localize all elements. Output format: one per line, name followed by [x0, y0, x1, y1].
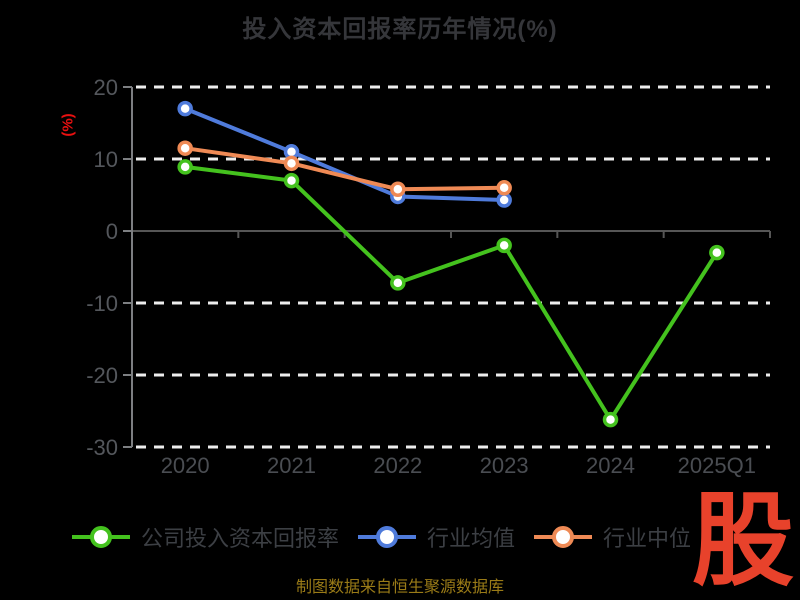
- chart-plot-area: 20 10 0 -10 -20 -30 2020 2021 2022 2023 2024 2025Q1: [86, 75, 771, 478]
- line-marker-icon: [534, 526, 593, 548]
- svg-text:-10: -10: [86, 291, 118, 316]
- legend-label-company: 公司投入资本回报率: [141, 526, 340, 551]
- svg-text:2023: 2023: [480, 453, 529, 478]
- stock-site-watermark-logo: 股: [692, 484, 794, 598]
- legend-item-industry-median[interactable]: 行业中位: [534, 521, 691, 553]
- line-marker-icon: [72, 526, 130, 548]
- legend-item-industry-mean[interactable]: 行业均值: [358, 521, 515, 553]
- legend-label-industry-median: 行业中位: [603, 526, 692, 551]
- chart-title: 投入资本回报率历年情况(%): [242, 16, 558, 43]
- svg-text:2020: 2020: [161, 453, 210, 478]
- line-marker-icon: [358, 526, 417, 548]
- svg-text:-30: -30: [86, 435, 118, 460]
- svg-text:20: 20: [94, 75, 118, 100]
- svg-text:2025Q1: 2025Q1: [678, 453, 756, 478]
- svg-text:2024: 2024: [586, 453, 635, 478]
- svg-text:-20: -20: [86, 363, 118, 388]
- chart-legend: 公司投入资本回报率 行业均值 行业中位: [72, 521, 691, 553]
- svg-text:10: 10: [94, 147, 118, 172]
- legend-item-company[interactable]: 公司投入资本回报率: [72, 521, 339, 553]
- legend-label-industry-mean: 行业均值: [427, 526, 516, 551]
- svg-text:2022: 2022: [373, 453, 422, 478]
- svg-text:2021: 2021: [267, 453, 316, 478]
- svg-text:0: 0: [106, 219, 118, 244]
- data-source-caption: 制图数据来自恒生聚源数据库: [295, 579, 504, 596]
